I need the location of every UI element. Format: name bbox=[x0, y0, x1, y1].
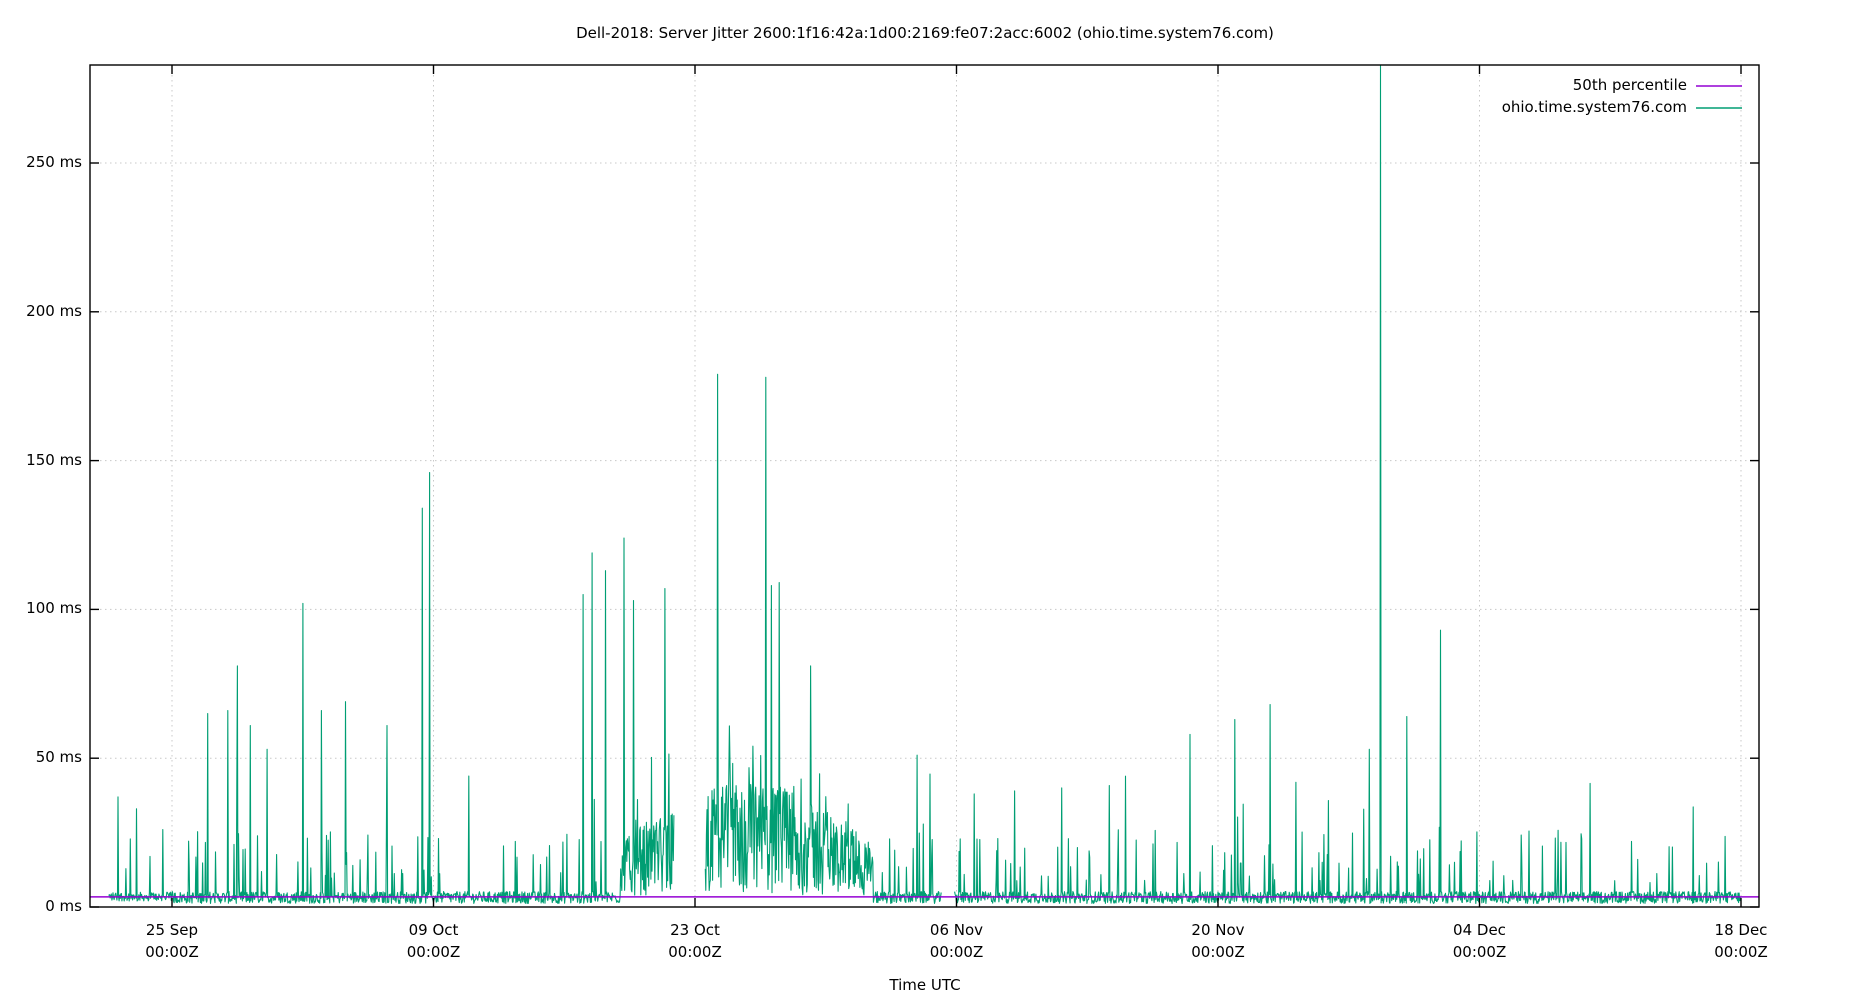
x-tick-label: 04 Dec 00:00Z bbox=[1452, 921, 1507, 961]
y-tick-label: 0 ms bbox=[45, 897, 82, 915]
x-tick-label: 18 Dec 00:00Z bbox=[1714, 921, 1768, 961]
axis-ticks bbox=[90, 65, 1759, 908]
y-tick-label: 200 ms bbox=[26, 301, 82, 320]
x-tick-label: 20 Nov 00:00Z bbox=[1191, 921, 1245, 961]
y-tick-label: 250 ms bbox=[26, 153, 82, 171]
gridlines bbox=[90, 65, 1759, 907]
y-tick-label: 50 ms bbox=[35, 748, 82, 767]
y-tick-label: 100 ms bbox=[26, 599, 82, 618]
x-axis-title: Time UTC bbox=[889, 976, 961, 994]
plot-border bbox=[89, 64, 1760, 908]
y-tick-label: 150 ms bbox=[26, 450, 82, 469]
legend-item-median: 50th percentile bbox=[1572, 76, 1687, 94]
series-ohio-time-system76 bbox=[108, 64, 1742, 904]
x-tick-label: 09 Oct 00:00Z bbox=[406, 921, 461, 961]
chart-title: Dell-2018: Server Jitter 2600:1f16:42a:1… bbox=[576, 24, 1274, 42]
legend-item-series: ohio.time.system76.com bbox=[1501, 98, 1687, 116]
x-tick-label: 25 Sep 00:00Z bbox=[145, 921, 199, 961]
legend-swatches bbox=[1696, 85, 1742, 109]
x-tick-label: 06 Nov 00:00Z bbox=[929, 921, 984, 961]
x-tick-label: 23 Oct 00:00Z bbox=[668, 921, 722, 961]
